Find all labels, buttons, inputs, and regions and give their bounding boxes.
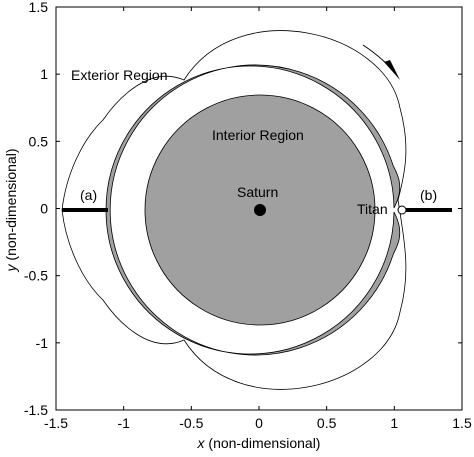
y-tick-label: 0: [40, 201, 48, 217]
y-axis-ticks: 1.5 1 0.5 0 -0.5 -1 -1.5: [24, 0, 462, 418]
bar-b: [406, 208, 452, 212]
y-axis-title: y (non-dimensional): [3, 149, 19, 273]
y-tick-label: -1: [36, 335, 49, 351]
label-a: (a): [80, 187, 97, 203]
titan-marker: [397, 205, 407, 215]
saturn-label: Saturn: [237, 184, 278, 200]
y-tick-label: -0.5: [24, 268, 48, 284]
y-tick-label: -1.5: [24, 402, 48, 418]
x-tick-label: 0: [255, 415, 263, 431]
x-axis-ticks: -1.5 -1 -0.5 0 0.5 1 1.5: [44, 7, 472, 431]
x-tick-label: 0.5: [317, 415, 337, 431]
bar-a: [62, 208, 108, 212]
forbidden-ring: [105, 64, 401, 356]
exterior-region-label: Exterior Region: [71, 67, 168, 83]
x-axis-title: x (non-dimensional): [197, 435, 321, 451]
zero-velocity-curve: [61, 30, 407, 390]
label-b: (b): [420, 187, 437, 203]
interior-region-label: Interior Region: [212, 127, 304, 143]
x-tick-label: -1.5: [44, 415, 68, 431]
x-tick-label: -0.5: [179, 415, 203, 431]
titan-label: Titan: [357, 201, 388, 217]
y-tick-label: 1.5: [29, 0, 49, 15]
x-tick-label: 1: [390, 415, 398, 431]
saturn-marker: [254, 204, 266, 216]
y-tick-label: 0.5: [29, 133, 49, 149]
x-tick-label: 1.5: [452, 415, 472, 431]
y-tick-label: 1: [40, 66, 48, 82]
x-tick-label: -1: [117, 415, 130, 431]
arrow-head: [384, 60, 400, 80]
